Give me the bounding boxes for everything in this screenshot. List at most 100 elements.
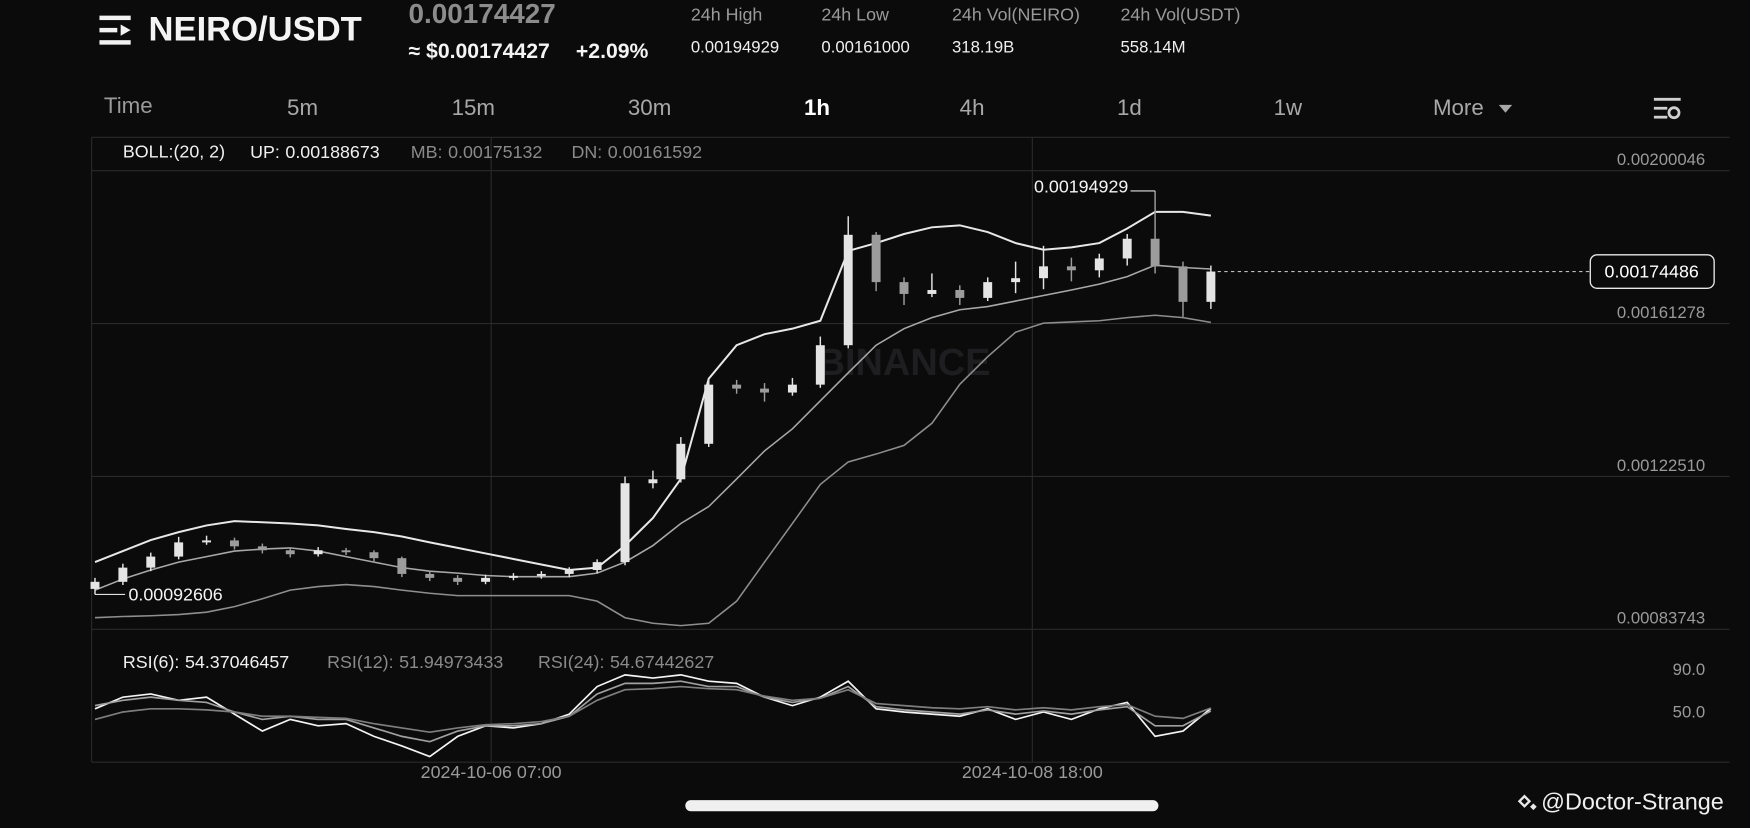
interval-tabs: Time 5m 15m 30m 1h 4h 1d 1w More	[104, 93, 1513, 120]
candle-body	[508, 575, 518, 578]
legend-value: 0.00175132	[448, 142, 542, 162]
home-indicator	[685, 800, 1159, 812]
high-annotation: 0.00194929	[1034, 176, 1128, 196]
diamond	[1530, 803, 1537, 811]
menu-icon[interactable]	[99, 15, 131, 45]
menu-arrow	[120, 24, 131, 36]
rsi-line	[94, 685, 1212, 733]
candle-body	[815, 345, 825, 385]
legend-value: 54.67442627	[610, 652, 714, 672]
interval-tab[interactable]: 30m	[628, 95, 671, 120]
interval-tab[interactable]: 4h	[960, 95, 985, 120]
low-annotation: 0.00092606	[128, 584, 222, 604]
interval-tab[interactable]: More	[1433, 95, 1484, 120]
y-tick-label: 90.0	[1673, 660, 1706, 679]
candle-body	[592, 562, 602, 570]
candle-body	[787, 384, 797, 393]
legend-entry: DN: 0.00161592	[571, 142, 702, 162]
candle-body	[202, 540, 212, 543]
credit-icon	[1517, 794, 1537, 811]
settings-icon[interactable]	[1653, 97, 1681, 120]
candle-body	[1094, 258, 1104, 271]
boll-line	[94, 264, 1211, 591]
candle-body	[620, 483, 630, 563]
candle-body	[369, 552, 379, 559]
candle-body	[1206, 271, 1216, 302]
chart: 2024-10-06 07:00 2024-10-08 18:00 0.002000…	[90, 136, 1730, 782]
x-tick-label: 2024-10-06 07:00	[421, 762, 562, 782]
legend-name: DN:	[571, 142, 602, 162]
legend-name: RSI(6):	[123, 652, 180, 672]
y-tick-label: 50.0	[1673, 702, 1706, 721]
candle-body	[1178, 266, 1188, 302]
y-tick-label: 0.00161278	[1617, 303, 1705, 322]
rsi-line	[94, 680, 1212, 743]
indicator-title: BOLL:(20, 2)	[123, 142, 225, 162]
dropdown-arrow	[1498, 104, 1513, 113]
stats: 24h High 0.00194929 24h Low 0.00161000 24h V…	[691, 4, 1241, 56]
candle-body	[341, 550, 351, 553]
interval-tab[interactable]: 1w	[1274, 95, 1303, 120]
stat-value: 0.00161000	[821, 37, 909, 56]
x-tick-label: 2024-10-08 18:00	[962, 762, 1103, 782]
interval-tab[interactable]: 15m	[452, 95, 495, 120]
candle-body	[313, 550, 323, 555]
legend-value: 0.00161592	[608, 142, 702, 162]
stat-label: 24h Vol(USDT)	[1120, 4, 1240, 24]
candle-body	[481, 577, 491, 582]
y-tick-label: 0.00122510	[1617, 456, 1705, 475]
candle-body	[146, 556, 156, 568]
interval-tab[interactable]: 5m	[287, 95, 318, 120]
y-tick-label: 0.00083743	[1617, 609, 1705, 628]
candle-body	[927, 290, 937, 294]
credit: @Doctor-Strange	[1541, 789, 1724, 815]
legend-entry: MB: 0.00175132	[411, 142, 543, 162]
candle-body	[425, 573, 435, 578]
candle-body	[1066, 266, 1076, 271]
legend-entry: UP: 0.00188673	[250, 142, 380, 162]
stat-label: 24h Low	[821, 4, 889, 24]
stat-value: 558.14M	[1120, 37, 1185, 56]
candle-body	[453, 577, 463, 582]
candle-body	[90, 581, 100, 589]
candle-body	[285, 550, 295, 555]
candle-body	[676, 443, 686, 480]
candle-body	[397, 558, 407, 574]
menu-bar	[99, 15, 131, 21]
legend-value: 51.94973433	[399, 652, 503, 672]
candle-body	[257, 546, 267, 551]
legend-entry: RSI(6): 54.37046457	[123, 652, 289, 672]
interval-tab[interactable]: 1h	[804, 95, 830, 120]
legend-name: RSI(12):	[327, 652, 393, 672]
candle-body	[704, 384, 714, 444]
boll-line	[94, 314, 1212, 627]
legend-value: 0.00188673	[285, 142, 379, 162]
candle-body	[760, 388, 769, 393]
rsi-line	[94, 674, 1212, 758]
stat-value: 0.00194929	[691, 37, 779, 56]
usd-price: ≈ $0.00174427	[409, 40, 550, 63]
y-tick-label: 0.00200046	[1617, 150, 1705, 169]
pair-title: NEIRO/USDT	[149, 10, 362, 48]
candle-body	[118, 567, 128, 582]
legend-entry: RSI(12): 51.94973433	[327, 652, 503, 672]
interval-tab[interactable]: 1d	[1117, 95, 1142, 120]
candle-body	[843, 234, 853, 346]
stat-label: 24h High	[691, 4, 762, 24]
candle-body	[174, 542, 184, 557]
legend-entry: RSI(24): 54.67442627	[538, 652, 714, 672]
legend-name: UP:	[250, 142, 280, 162]
watermark: BINANCE	[818, 342, 991, 384]
legend-value: 54.37046457	[185, 652, 289, 672]
candle-body	[1011, 278, 1021, 283]
boll-line	[94, 210, 1212, 572]
menu-bar	[99, 40, 131, 45]
candle-body	[899, 282, 909, 294]
candle-body	[1150, 238, 1160, 267]
interval-tab: Time	[104, 93, 153, 118]
candle-body	[1039, 266, 1048, 279]
candle-body	[983, 282, 993, 298]
candle-body	[536, 573, 546, 576]
